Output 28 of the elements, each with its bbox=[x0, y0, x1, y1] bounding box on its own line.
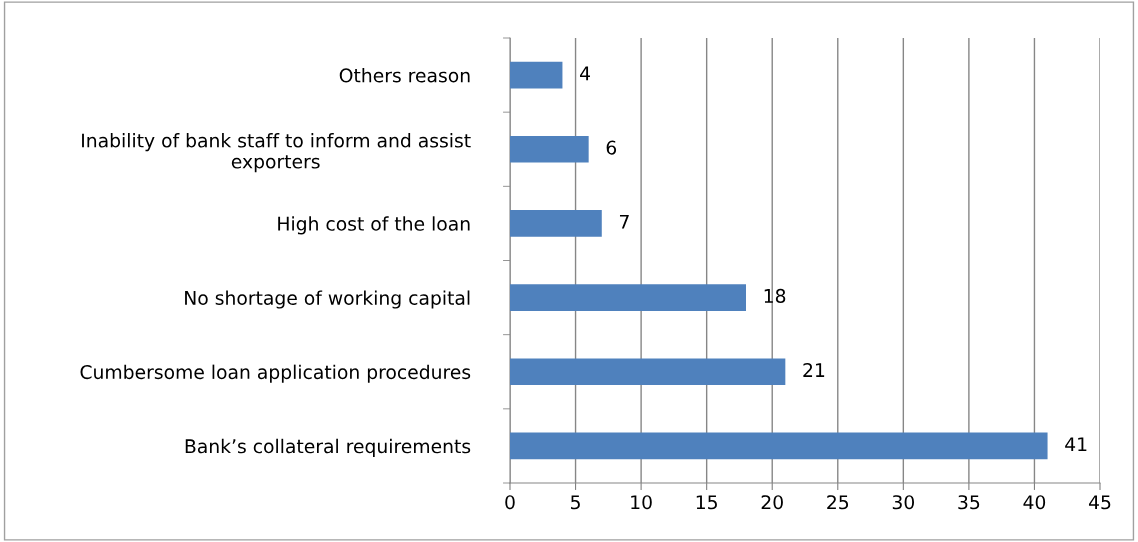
y-tick-label: Bank’s collateral requirements bbox=[185, 438, 471, 457]
data-label: 41 bbox=[1065, 437, 1087, 452]
bar bbox=[510, 432, 1048, 460]
x-tick-label: 35 bbox=[958, 495, 980, 510]
data-label: 21 bbox=[803, 363, 825, 377]
x-tick-label: 40 bbox=[1023, 495, 1046, 510]
x-tick-label: 5 bbox=[571, 495, 580, 510]
bar bbox=[510, 61, 563, 89]
y-tick-label: Inability of bank staff to inform and assist exporters bbox=[82, 133, 471, 173]
x-tick-label: 25 bbox=[827, 495, 849, 510]
y-tick-label: Cumbersome loan application procedures bbox=[80, 364, 471, 383]
bar bbox=[510, 284, 746, 311]
x-tick-label: 10 bbox=[631, 495, 652, 510]
x-tick-label: 45 bbox=[1088, 495, 1111, 510]
y-tick-label: High cost of the loan bbox=[278, 216, 470, 235]
x-tick-label: 15 bbox=[696, 495, 717, 510]
x-tick-label: 30 bbox=[892, 495, 915, 510]
data-label: 4 bbox=[580, 66, 590, 81]
x-tick-label: 20 bbox=[761, 495, 783, 510]
bar bbox=[510, 135, 589, 163]
bar bbox=[510, 210, 602, 237]
y-tick-label: No shortage of working capital bbox=[185, 290, 470, 309]
data-label: 18 bbox=[764, 288, 786, 304]
bar bbox=[510, 358, 786, 386]
y-tick-label: Others reason bbox=[339, 67, 470, 83]
data-label: 6 bbox=[606, 140, 617, 155]
data-label: 7 bbox=[619, 214, 629, 229]
x-tick-label: 0 bbox=[505, 495, 515, 510]
